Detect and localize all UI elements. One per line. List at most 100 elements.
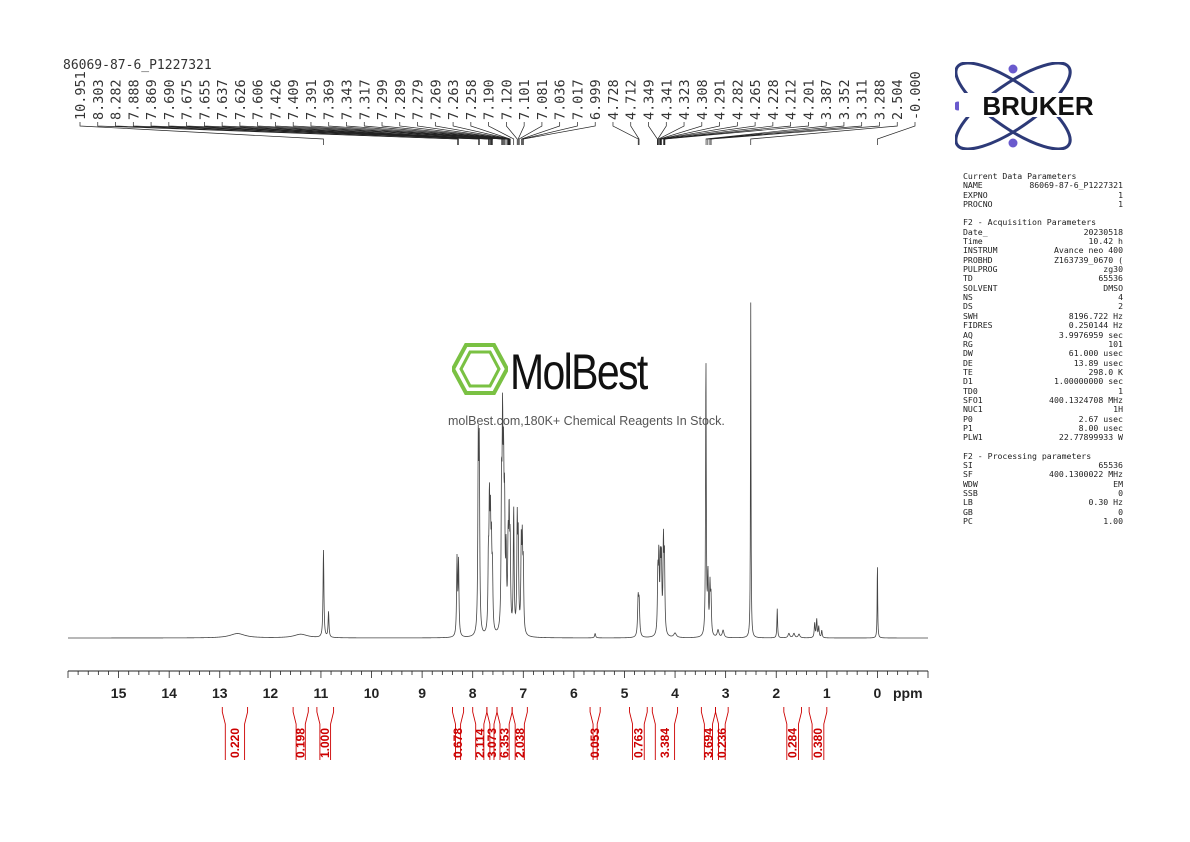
- peak-leader-line: [275, 122, 503, 145]
- parameter-key: P1: [963, 422, 973, 433]
- peak-label: 7.869: [144, 79, 160, 120]
- peak-leader-line: [517, 122, 525, 145]
- peak-label: 7.606: [251, 79, 267, 120]
- peak-label: 7.289: [393, 79, 409, 120]
- parameter-row: RG 101: [963, 338, 1123, 349]
- parameter-row: SSB 0: [963, 488, 1123, 498]
- parameter-value: 0: [1118, 488, 1123, 498]
- peak-label: 4.228: [766, 79, 782, 120]
- peak-leader-line: [877, 122, 916, 145]
- peak-leader-line: [204, 122, 491, 145]
- parameter-key: TE: [963, 366, 973, 377]
- integral-bracket: [452, 707, 465, 760]
- parameter-row: AQ 3.9976959 sec: [963, 329, 1123, 340]
- x-tick-label: 0: [874, 685, 882, 701]
- peak-label: 4.282: [730, 79, 746, 120]
- integral-value: 1.000: [318, 728, 332, 758]
- integral-bracket: [715, 707, 729, 760]
- parameter-value: DMSO: [1103, 282, 1123, 293]
- parameter-value: 1: [1118, 199, 1123, 210]
- x-tick-label: 15: [111, 685, 127, 701]
- peak-label: 4.728: [606, 79, 622, 120]
- peak-label: 7.263: [446, 79, 462, 120]
- parameter-key: RG: [963, 338, 973, 349]
- peak-label: 7.190: [482, 79, 498, 120]
- parameter-value: 65536: [1098, 273, 1123, 284]
- peak-label: 7.409: [286, 79, 302, 120]
- parameter-key: NAME: [963, 180, 983, 191]
- peak-label: 7.675: [180, 79, 196, 120]
- integral-value: 0.763: [631, 728, 645, 758]
- peak-leader-line: [663, 122, 774, 145]
- peak-leader-line: [399, 122, 510, 145]
- integral-value: 2.038: [513, 728, 527, 758]
- peak-leader-line: [115, 122, 459, 145]
- peak-leader-line: [663, 122, 791, 145]
- parameter-key: NUC1: [963, 404, 983, 415]
- peak-leader-line: [310, 122, 504, 145]
- parameter-row: NS 4: [963, 292, 1123, 303]
- parameter-value: 1: [1118, 189, 1123, 200]
- peak-label: 4.341: [659, 79, 675, 120]
- peak-leader-line: [648, 122, 658, 145]
- peak-leader-line: [363, 122, 508, 145]
- peak-leader-line: [659, 122, 720, 145]
- peak-leader-line: [168, 122, 489, 145]
- parameter-key: PLW1: [963, 432, 983, 443]
- peak-leader-line: [346, 122, 507, 145]
- parameter-row: DE 13.89 usec: [963, 358, 1123, 368]
- parameter-value: 3.9976959 sec: [1058, 329, 1123, 340]
- peak-leader-line: [630, 122, 640, 145]
- x-tick-label: 2: [772, 685, 780, 701]
- peak-leader-line: [257, 122, 493, 145]
- parameter-key: NS: [963, 292, 973, 303]
- parameter-row: SFO1 400.1324708 MHz: [963, 394, 1123, 405]
- peak-leader-line: [470, 122, 511, 145]
- parameter-value: 298.0 K: [1088, 366, 1123, 377]
- parameter-key: WDW: [963, 478, 978, 489]
- parameter-value: Z163739_0670 (: [1053, 254, 1123, 265]
- peak-leader-line: [132, 122, 479, 145]
- peak-leader-line: [705, 122, 827, 145]
- parameter-value: 101: [1108, 338, 1123, 349]
- parameter-row: NAME 86069-87-6_P1227321: [963, 180, 1123, 191]
- parameter-row: PULPROG zg30: [963, 264, 1123, 275]
- parameter-key: TD0: [963, 385, 978, 396]
- peak-leader-line: [292, 122, 503, 145]
- peak-leader-line: [664, 122, 809, 145]
- parameter-key: SFO1: [963, 394, 983, 405]
- peak-label: 7.017: [570, 79, 586, 120]
- peak-label: 8.303: [91, 79, 107, 120]
- x-tick-label: 10: [364, 685, 380, 701]
- peak-leader-line: [150, 122, 480, 145]
- bruker-wordmark: BRUKER: [982, 91, 1093, 121]
- peak-label: 4.291: [713, 79, 729, 120]
- integral-value: 3.073: [485, 728, 499, 758]
- acquisition-parameters-panel: Current Data Parameters NAME 86069-87-6_P1…: [963, 171, 1123, 526]
- parameter-row: TD 65536: [963, 273, 1123, 284]
- peak-label: 7.637: [215, 79, 231, 120]
- parameter-value: 65536: [1098, 459, 1123, 470]
- integral-bracket: [589, 707, 601, 760]
- peak-leader-line: [79, 122, 324, 145]
- peak-label: 3.288: [872, 79, 888, 120]
- x-tick-label: 8: [469, 685, 477, 701]
- parameter-value: 1: [1118, 385, 1123, 396]
- parameter-row: PROBHD Z163739_0670 (: [963, 254, 1123, 265]
- parameter-key: Time: [963, 236, 983, 247]
- parameter-key: SOLVENT: [963, 282, 998, 293]
- parameter-section: Current Data Parameters NAME 86069-87-6_P1…: [963, 171, 1123, 210]
- molbest-watermark: MolBest molBest.com,180K+ Chemical Reage…: [448, 341, 752, 441]
- parameter-value: zg30: [1103, 264, 1123, 275]
- peak-label: 7.269: [428, 79, 444, 120]
- peak-leader-line: [612, 122, 639, 145]
- parameter-row: WDW EM: [963, 478, 1123, 489]
- parameter-key: SF: [963, 469, 973, 480]
- peak-leader-line: [488, 122, 515, 145]
- parameter-row: SWH 8196.722 Hz: [963, 311, 1123, 321]
- parameter-row: PLW1 22.77899933 W: [963, 432, 1123, 443]
- integral-value: 0.380: [811, 728, 825, 758]
- parameter-value: 61.000 usec: [1068, 348, 1123, 359]
- peak-label: 4.308: [695, 79, 711, 120]
- integral-bracket: [808, 707, 828, 760]
